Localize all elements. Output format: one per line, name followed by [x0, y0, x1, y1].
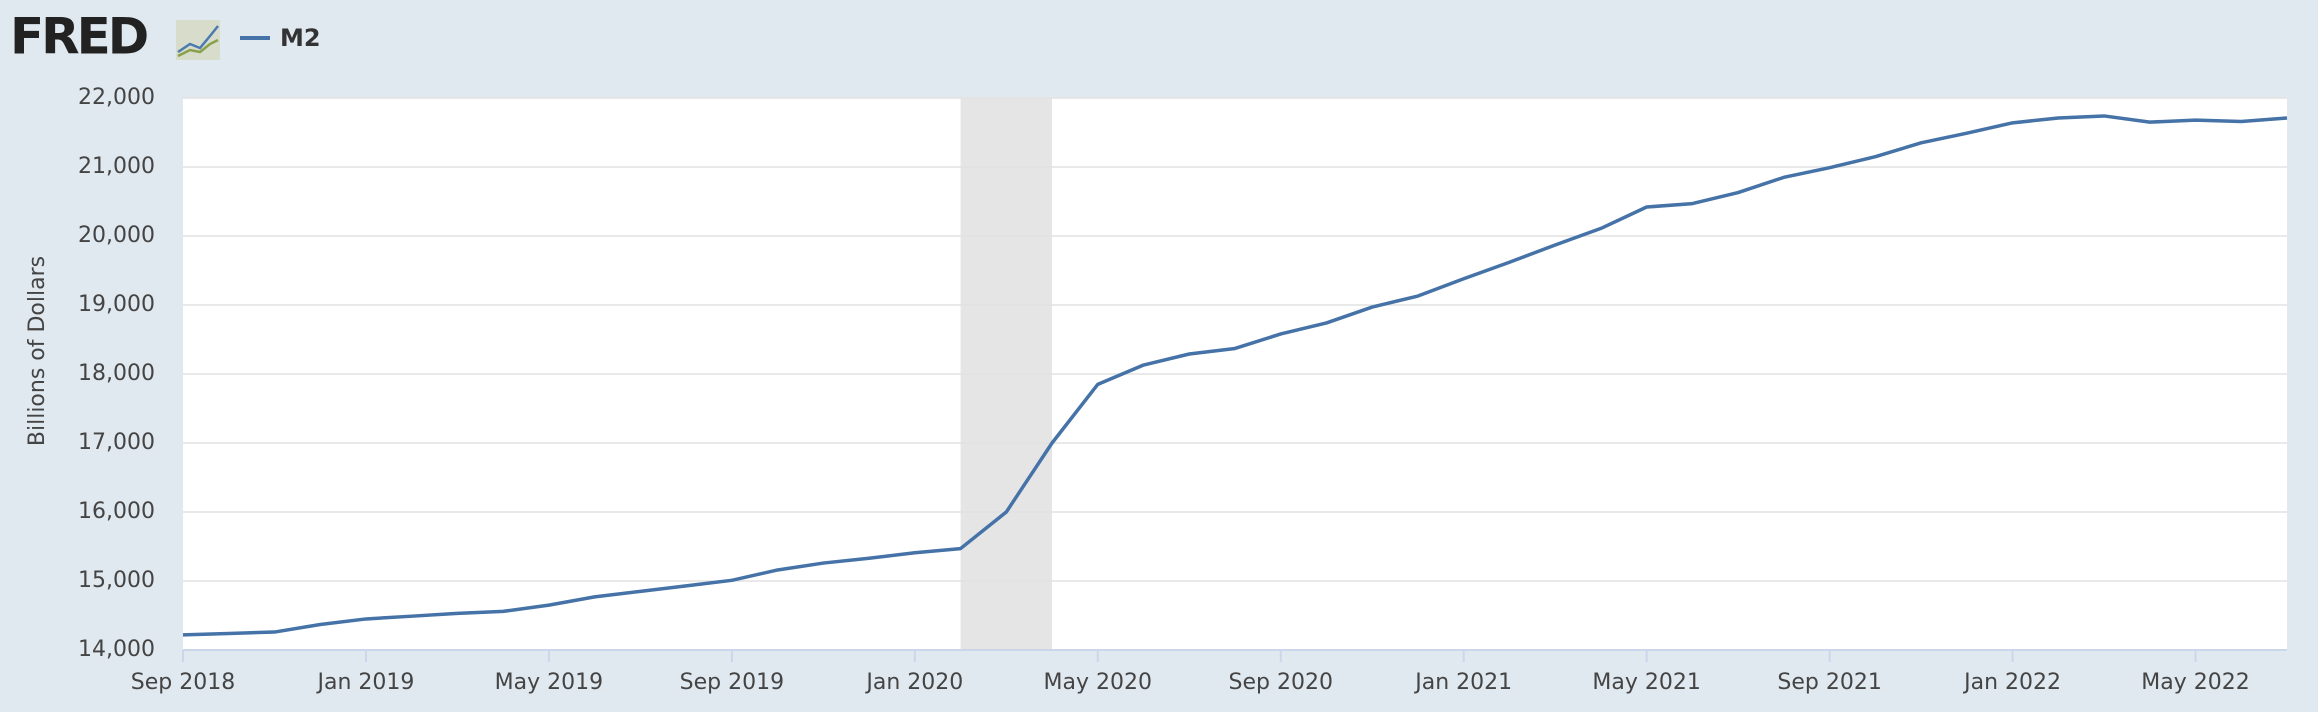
x-tick-label: Sep 2018: [131, 670, 235, 695]
x-tick-label: May 2020: [1044, 670, 1152, 695]
y-tick-label: 17,000: [78, 430, 155, 455]
y-axis-label: Billions of Dollars: [25, 256, 50, 446]
x-tick-label: May 2022: [2141, 670, 2249, 695]
x-tick-label: Jan 2021: [1413, 670, 1512, 695]
y-tick-label: 18,000: [78, 361, 155, 386]
x-tick-label: Sep 2019: [680, 670, 784, 695]
y-tick-label: 19,000: [78, 292, 155, 317]
logo[interactable]: FRED: [10, 8, 150, 66]
x-tick-label: Jan 2022: [1962, 670, 2061, 695]
legend-label: M2: [280, 24, 321, 52]
x-tick-label: May 2021: [1592, 670, 1700, 695]
x-tick-label: Sep 2021: [1777, 670, 1881, 695]
y-tick-label: 22,000: [78, 85, 155, 110]
x-tick-label: Jan 2019: [316, 670, 415, 695]
x-tick-label: Sep 2020: [1229, 670, 1333, 695]
series-line: [182, 114, 2288, 637]
y-tick-label: 16,000: [78, 499, 155, 524]
y-tick-label: 14,000: [78, 637, 155, 662]
logo-icon: [176, 20, 220, 60]
x-tick-label: May 2019: [495, 670, 603, 695]
x-tick-label: Jan 2020: [864, 670, 963, 695]
y-tick-label: 21,000: [78, 154, 155, 179]
y-tick-label: 20,000: [78, 223, 155, 248]
y-tick-label: 15,000: [78, 568, 155, 593]
